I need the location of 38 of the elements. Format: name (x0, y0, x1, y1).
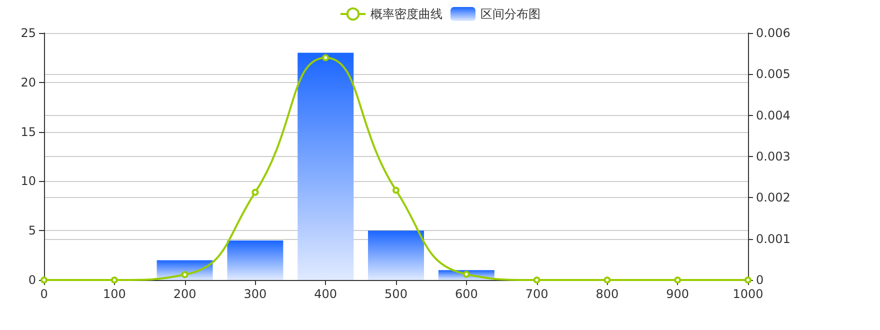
bar (227, 240, 284, 280)
bar (368, 230, 424, 280)
y2-tick-label: 0.005 (756, 67, 790, 82)
x-tick-label: 900 (666, 287, 690, 301)
point (674, 276, 682, 284)
y2-tick-label: 0.001 (756, 232, 790, 246)
y-tick-label: 20 (20, 75, 36, 90)
point (110, 276, 118, 284)
y-tick-label: 0 (28, 273, 36, 287)
y-tick-label: 25 (20, 26, 36, 40)
point (462, 270, 470, 278)
x-tick-label: 300 (244, 287, 267, 301)
bar (298, 52, 354, 280)
x-tick-label: 700 (525, 287, 548, 301)
point (322, 54, 330, 62)
point (533, 276, 540, 284)
point (392, 186, 400, 194)
y-tick-label: 5 (28, 224, 36, 238)
y2-tick-label: 0.004 (756, 108, 790, 122)
y2-tick-label: 0.002 (756, 190, 790, 205)
y2-tick-label: 0.006 (756, 26, 790, 40)
x-tick-label: 100 (102, 287, 126, 301)
x-tick-label: 500 (384, 287, 408, 301)
x-tick-label: 800 (596, 287, 619, 301)
x-tick-label: 600 (454, 287, 478, 301)
legend-label: 区间分布图 (480, 7, 540, 21)
y-tick-label: 10 (20, 174, 36, 188)
point (604, 276, 611, 284)
point (252, 188, 259, 196)
x-tick-label: 200 (173, 287, 196, 301)
y2-tick-label: 0 (756, 273, 764, 287)
x-tick-label: 1000 (732, 287, 764, 301)
y2-tick-label: 0.003 (756, 150, 790, 164)
legend-label: 概率密度曲线 (370, 7, 442, 21)
x-tick-label: 0 (40, 287, 48, 301)
point (181, 271, 188, 278)
y-tick-label: 15 (20, 124, 36, 139)
x-tick-label: 400 (314, 287, 338, 301)
